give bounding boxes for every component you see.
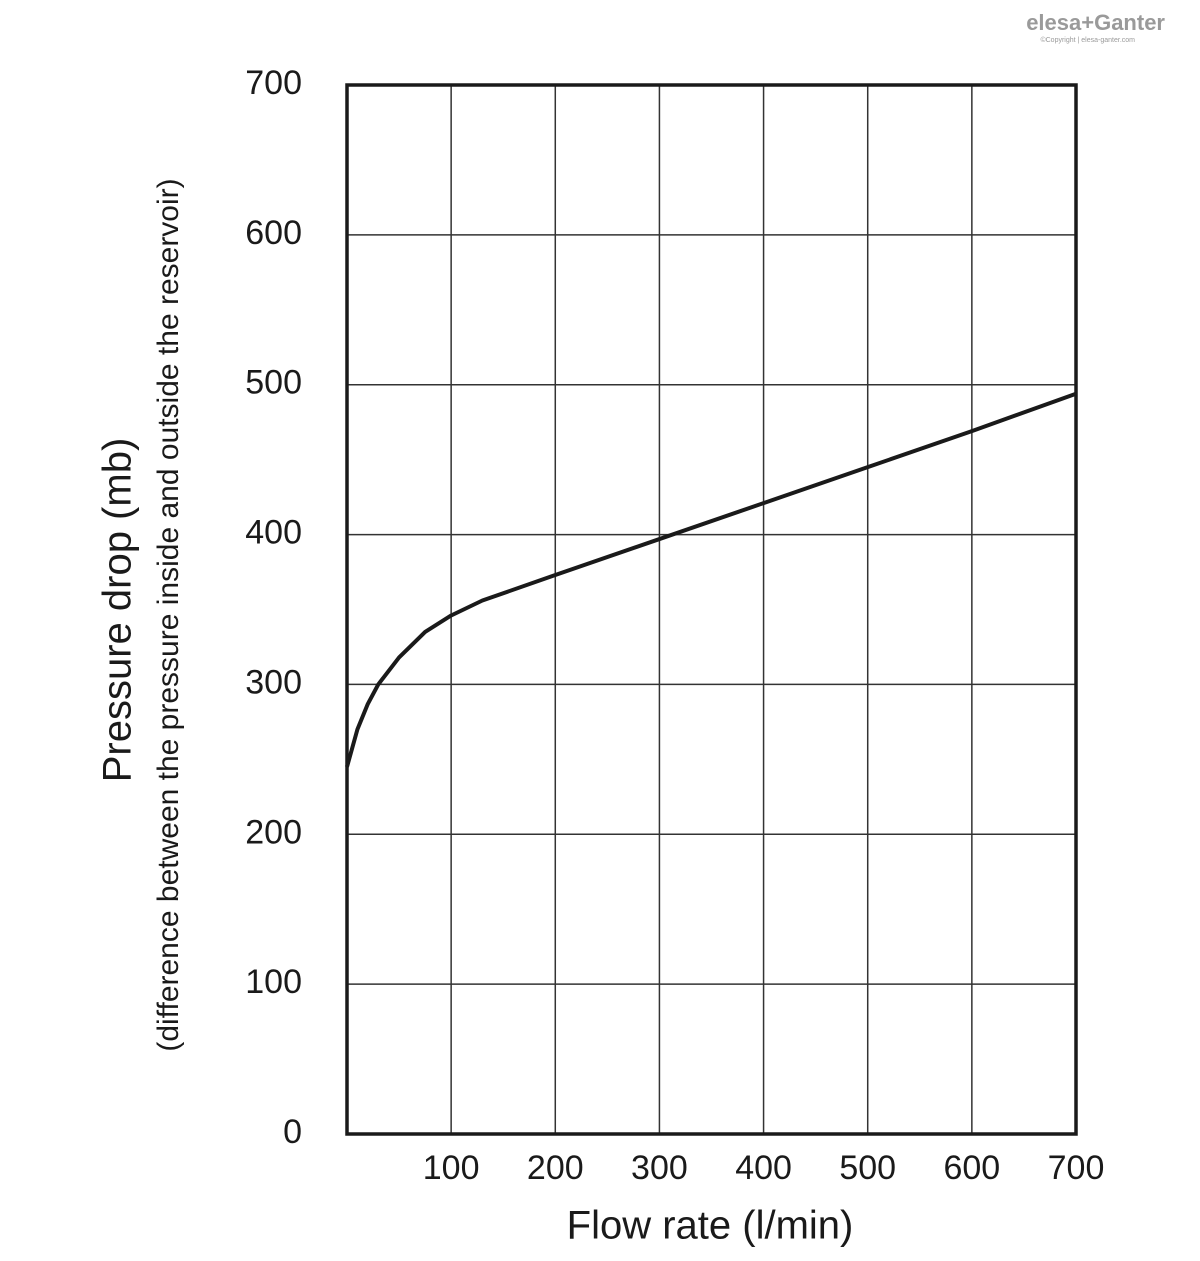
x-tick-label: 600 [943,1149,1000,1187]
x-tick-label: 700 [1048,1149,1105,1187]
y-axis-sublabel: (difference between the pressure inside … [152,178,185,1051]
x-axis-label: Flow rate (l/min) [567,1204,854,1248]
x-tick-label: 500 [839,1149,896,1187]
y-tick-label: 300 [245,663,302,701]
x-tick-label: 200 [527,1149,584,1187]
x-tick-label: 100 [423,1149,480,1187]
y-tick-label: 100 [245,963,302,1001]
plot-frame [345,83,1078,1136]
y-tick-label: 700 [245,64,302,102]
x-tick-label: 400 [735,1149,792,1187]
y-tick-label: 0 [283,1113,302,1151]
y-tick-label: 200 [245,813,302,851]
y-axis-label: Pressure drop (mb) [96,438,140,783]
y-tick-label: 500 [245,364,302,402]
copyright: ©Copyright | elesa-ganter.com [1040,36,1135,44]
data-line [345,391,1077,768]
x-tick-label: 300 [631,1149,688,1187]
y-tick-label: 600 [245,214,302,252]
logo: elesa+Ganter [1026,10,1165,35]
y-tick-label: 400 [245,514,302,552]
